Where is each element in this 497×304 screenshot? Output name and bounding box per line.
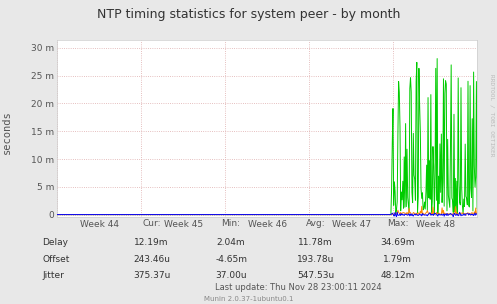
Text: Offset: Offset xyxy=(42,254,70,264)
Text: Jitter: Jitter xyxy=(42,271,64,280)
Text: 48.12m: 48.12m xyxy=(380,271,415,280)
Text: 11.78m: 11.78m xyxy=(298,238,333,247)
Text: Last update: Thu Nov 28 23:00:11 2024: Last update: Thu Nov 28 23:00:11 2024 xyxy=(215,283,382,292)
Text: seconds: seconds xyxy=(1,110,11,154)
Text: Munin 2.0.37-1ubuntu0.1: Munin 2.0.37-1ubuntu0.1 xyxy=(204,296,293,302)
Text: 34.69m: 34.69m xyxy=(380,238,415,247)
Text: 2.04m: 2.04m xyxy=(217,238,246,247)
Text: 243.46u: 243.46u xyxy=(133,254,170,264)
Text: 12.19m: 12.19m xyxy=(134,238,169,247)
Text: Cur:: Cur: xyxy=(142,219,161,229)
Text: Avg:: Avg: xyxy=(306,219,326,229)
Text: 193.78u: 193.78u xyxy=(297,254,334,264)
Text: RRDTOOL / TOBI OETIKER: RRDTOOL / TOBI OETIKER xyxy=(490,74,495,157)
Text: 547.53u: 547.53u xyxy=(297,271,334,280)
Text: 375.37u: 375.37u xyxy=(133,271,170,280)
Text: Min:: Min: xyxy=(222,219,241,229)
Text: 1.79m: 1.79m xyxy=(383,254,412,264)
Text: NTP timing statistics for system peer - by month: NTP timing statistics for system peer - … xyxy=(97,8,400,21)
Text: 37.00u: 37.00u xyxy=(215,271,247,280)
Text: Delay: Delay xyxy=(42,238,68,247)
Text: Max:: Max: xyxy=(387,219,409,229)
Text: -4.65m: -4.65m xyxy=(215,254,247,264)
